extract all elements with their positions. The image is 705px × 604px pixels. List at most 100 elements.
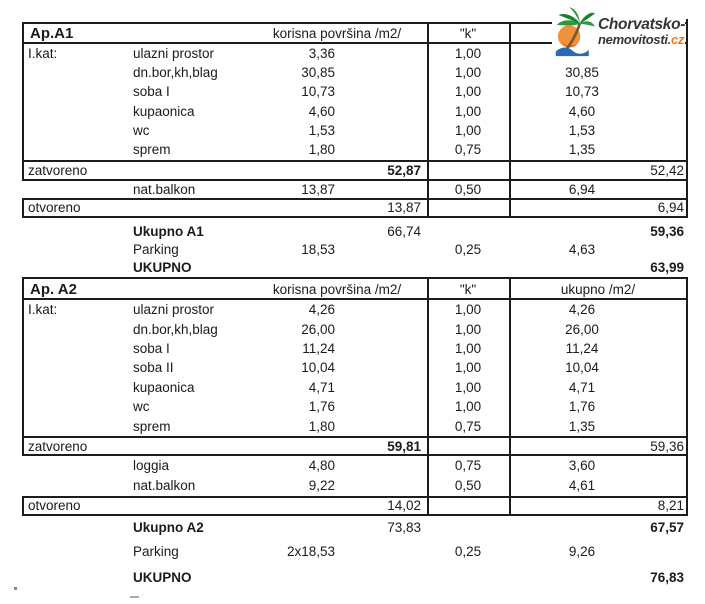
area-subtotal-value: 52,87 — [387, 163, 421, 178]
area-value: 9,22 — [308, 478, 335, 493]
palm-tree-icon — [555, 6, 596, 56]
room-label: Parking — [133, 544, 179, 559]
table-row: loggia 4,80 0,75 3,60 — [0, 456, 705, 475]
area-value: 11,24 — [302, 341, 335, 356]
table-row: dn.bor,kh,blag 26,00 1,00 26,00 — [0, 320, 705, 339]
scan-artifact-dot — [14, 587, 17, 590]
table-a2-otvoreno-bottom-line — [22, 514, 688, 516]
area-subtotal-value: 59,81 — [387, 439, 421, 454]
area-subtotal-value: 73,83 — [387, 520, 421, 535]
table-a2-header-underline — [22, 298, 688, 300]
weighted-total-value: 6,94 — [657, 200, 684, 215]
weighted-area-value: 4,63 — [568, 242, 596, 257]
room-label: soba II — [133, 360, 174, 375]
weighted-area-value: 4,71 — [568, 380, 596, 395]
area-value: 2x18,53 — [286, 544, 335, 559]
table-row: Ukupno A1 66,74 59,36 — [0, 222, 705, 241]
logo-dot: . — [667, 32, 672, 47]
area-value: 30,85 — [301, 65, 335, 80]
area-value: 10,04 — [301, 360, 335, 375]
area-value: 13,87 — [301, 182, 335, 197]
table-row: Parking 18,53 0,25 4,63 — [0, 240, 705, 259]
room-label: wc — [133, 399, 150, 414]
table-a1-zatvoreno-top-line — [22, 160, 688, 162]
logo-tld: cz — [670, 32, 685, 47]
weighted-total-value: 67,57 — [650, 520, 684, 535]
room-label: nat.balkon — [133, 478, 196, 493]
weighted-total-value: 52,42 — [650, 163, 684, 178]
section-label: otvoreno — [28, 200, 81, 215]
table-a2-right-border — [686, 277, 688, 516]
area-value: 18,53 — [301, 242, 335, 257]
table-a2-otvoreno-top-line — [22, 496, 688, 498]
weighted-area-value: 11,24 — [565, 341, 599, 356]
table-row: I.kat: ulazni prostor 3,36 1,00 — [0, 44, 705, 63]
coefficient-value: 0,75 — [454, 142, 482, 157]
table-a2-col-separator-2 — [509, 277, 511, 516]
table-row: I.kat: ulazni prostor 4,26 1,00 4,26 — [0, 300, 705, 319]
table-row: nat.balkon 9,22 0,50 4,61 — [0, 476, 705, 495]
area-value: 26,00 — [301, 322, 335, 337]
table-a2-zatvoreno-top-line — [22, 436, 688, 438]
weighted-area-value: 1,35 — [568, 419, 596, 434]
table-a1-header-underline — [22, 42, 688, 44]
table-row: zatvoreno 52,87 52,42 — [0, 161, 705, 180]
table-row: soba I 11,24 1,00 11,24 — [0, 339, 705, 358]
table-a1-title: Ap.A1 — [30, 25, 74, 42]
table-a2-top-border — [22, 277, 688, 279]
weighted-total-value: 76,83 — [650, 570, 684, 585]
table-a1-right-border — [686, 19, 688, 218]
coefficient-value: 1,00 — [454, 65, 482, 80]
room-label: kupaonica — [133, 380, 195, 395]
weighted-area-value: 1,35 — [568, 142, 596, 157]
room-label: dn.bor,kh,blag — [133, 322, 218, 337]
coefficient-value: 1,00 — [454, 380, 482, 395]
area-subtotal-value: 13,87 — [387, 200, 421, 215]
table-row: otvoreno 13,87 6,94 — [0, 198, 705, 217]
section-label: zatvoreno — [28, 163, 88, 178]
table-row: dn.bor,kh,blag 30,85 1,00 30,85 — [0, 63, 705, 82]
table-a1-col-separator-1 — [427, 22, 429, 218]
table-a2-zatvoreno-bottom-line — [22, 454, 688, 456]
table-row: sprem 1,80 0,75 1,35 — [0, 417, 705, 436]
area-value: 4,71 — [308, 380, 335, 395]
weighted-area-value: 30,85 — [565, 65, 599, 80]
room-label: wc — [133, 123, 150, 138]
table-row: UKUPNO 63,99 — [0, 258, 705, 277]
table-a2-title: Ap. A2 — [30, 281, 77, 298]
table-row: Parking 2x18,53 0,25 9,26 — [0, 542, 705, 561]
area-value: 4,26 — [308, 302, 335, 317]
weighted-area-value: 1,53 — [568, 123, 596, 138]
table-a1-left-border — [22, 22, 24, 181]
area-value: 1,53 — [308, 123, 335, 138]
coefficient-value: 1,00 — [454, 46, 482, 61]
weighted-area-value: 9,26 — [568, 544, 596, 559]
logo-line1: Chorvatsko- — [598, 16, 686, 33]
table-a1-top-border — [22, 22, 688, 24]
weighted-area-value: 10,04 — [565, 360, 599, 375]
weighted-area-value: 10,73 — [565, 84, 599, 99]
room-label: Ukupno A2 — [133, 520, 204, 535]
table-a2-left-border — [22, 277, 24, 456]
table-row: Ukupno A2 73,83 67,57 — [0, 518, 705, 537]
coefficient-value: 1,00 — [454, 84, 482, 99]
table-a2-k-header: "k" — [459, 282, 477, 297]
table-row: sprem 1,80 0,75 1,35 — [0, 140, 705, 159]
table-a1-left-border-otvoreno — [22, 198, 24, 218]
room-label: soba I — [133, 84, 170, 99]
area-value: 1,80 — [308, 142, 335, 157]
weighted-area-value: 4,60 — [568, 104, 596, 119]
logo-line2: nemovitosti.cz — [598, 33, 685, 47]
table-row: zatvoreno 59,81 59,36 — [0, 437, 705, 456]
area-value: 1,80 — [308, 419, 335, 434]
coefficient-value: 0,75 — [454, 419, 482, 434]
coefficient-value: 1,00 — [454, 399, 482, 414]
table-a2-ukupno-header: ukupno /m2/ — [560, 282, 636, 297]
coefficient-value: 0,75 — [454, 458, 482, 473]
table-a2-col-separator-1 — [427, 277, 429, 516]
table-row: kupaonica 4,71 1,00 4,71 — [0, 378, 705, 397]
weighted-area-value: 4,26 — [568, 302, 596, 317]
room-label: Parking — [133, 242, 179, 257]
area-subtotal-value: 66,74 — [387, 224, 421, 239]
table-row: soba II 10,04 1,00 10,04 — [0, 358, 705, 377]
